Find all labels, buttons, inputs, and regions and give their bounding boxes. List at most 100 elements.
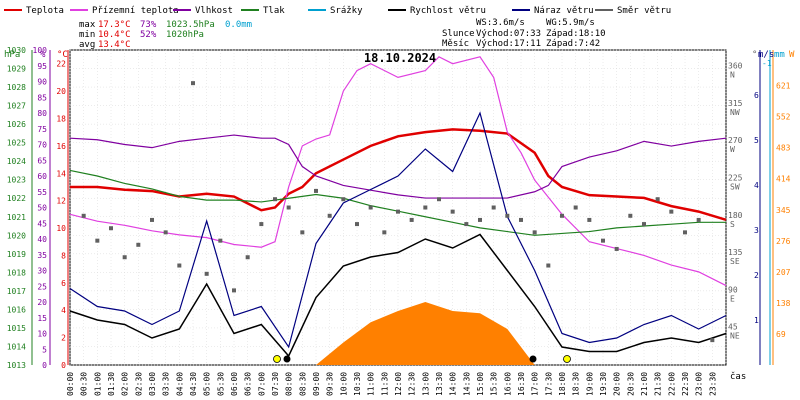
temperature-tick-label: 10 [56, 224, 66, 233]
wind-direction-point [355, 222, 359, 227]
stat-max-rain: 0.0mm [225, 20, 252, 30]
humidity-tick-label: 50 [37, 204, 47, 213]
info-wg: WG:5.9m/s [546, 18, 595, 28]
pressure-tick-label: 1016 [7, 305, 26, 314]
wind-tick-label: 2 [754, 271, 759, 280]
info-sun-label: Slunce [442, 29, 475, 39]
temperature-tick-label: 6 [61, 279, 66, 288]
temperature-unit: °C [57, 50, 68, 60]
direction-tick-name: NW [730, 108, 740, 117]
legend-label: Přízemní teplota [92, 6, 179, 16]
temperature-tick-label: 14 [56, 169, 66, 178]
sunrise-marker [273, 355, 281, 363]
wind-direction-point [232, 288, 236, 293]
x-tick-label: 22:00 [667, 372, 676, 396]
solar-tick-label: 414 [776, 175, 791, 184]
legend-label: Náraz větru [534, 6, 594, 16]
wind-direction-point [505, 213, 510, 218]
wind-tick-label: 6 [754, 91, 759, 100]
temperature-tick-label: 0 [61, 361, 66, 370]
x-tick-label: 09:00 [312, 372, 321, 396]
x-tick-label: 05:00 [203, 372, 212, 396]
pressure-tick-label: 1028 [7, 83, 26, 92]
direction-unit: ° [752, 50, 757, 60]
x-tick-label: 16:30 [517, 372, 526, 396]
x-tick-label: 17:30 [544, 372, 553, 396]
direction-tick-name: SW [730, 182, 740, 191]
wind-direction-point [464, 222, 469, 227]
wind-direction-point [204, 271, 209, 276]
x-tick-label: 21:00 [640, 372, 649, 396]
wind-direction-point [519, 217, 523, 222]
wind-direction-point [696, 217, 701, 222]
direction-tick-name: W [730, 145, 735, 154]
wind-unit: m/s [758, 50, 774, 60]
wind-tick-label: 1 [754, 316, 759, 325]
x-tick-label: 03:30 [162, 372, 171, 396]
axes-layer: 1013101410151016101710181019102010211022… [7, 46, 791, 396]
wind-direction-point [150, 217, 154, 222]
wind-tick-label: 5 [754, 136, 759, 145]
sun-moon-markers [273, 355, 571, 363]
x-tick-label: 02:30 [134, 372, 143, 396]
x-tick-label: 21:30 [654, 372, 663, 396]
x-tick-label: 20:30 [626, 372, 635, 396]
solar-unit: W [789, 50, 795, 60]
solar-tick-label: 69 [776, 330, 786, 339]
humidity-tick-label: 55 [37, 188, 47, 197]
humidity-tick-label: 0 [42, 361, 47, 370]
temperature-tick-label: 18 [56, 114, 66, 123]
wind-direction-point [478, 217, 482, 222]
stat-avg-temp: 13.4°C [98, 40, 131, 50]
pressure-tick-label: 1017 [7, 287, 26, 296]
legend-label: Teplota [26, 6, 64, 16]
pressure-tick-label: 1021 [7, 213, 26, 222]
wind-direction-point [669, 209, 674, 214]
direction-tick-label: 270 [728, 136, 743, 145]
wind-direction-point [259, 222, 264, 227]
pressure-tick-label: 1019 [7, 250, 26, 259]
temperature-tick-label: 22 [56, 60, 66, 69]
wind-direction-point [573, 205, 578, 210]
x-tick-label: 07:30 [271, 372, 280, 396]
series-line-n-raz-v-tru [69, 111, 727, 349]
direction-tick-name: SE [730, 257, 740, 266]
stat-max-label: max [79, 20, 96, 30]
x-tick-label: 23:00 [695, 372, 704, 396]
pressure-tick-label: 1015 [7, 324, 26, 333]
wind-direction-point [163, 230, 168, 235]
info-sun-set: Západ:18:10 [546, 29, 606, 39]
humidity-tick-label: 95 [37, 62, 47, 71]
x-tick-label: 10:00 [339, 372, 348, 396]
direction-tick-label: 315 [728, 99, 743, 108]
x-tick-label: 19:30 [599, 372, 608, 396]
pressure-tick-label: 1027 [7, 102, 26, 111]
pressure-tick-label: 1020 [7, 231, 26, 240]
x-tick-label: 15:30 [490, 372, 499, 396]
humidity-tick-label: 25 [37, 282, 47, 291]
solar-tick-label: 621 [776, 82, 791, 91]
wind-direction-point [587, 217, 592, 222]
wind-direction-point [710, 338, 715, 343]
wind-direction-point [327, 213, 332, 218]
legend-label: Tlak [263, 6, 285, 16]
humidity-tick-label: 40 [37, 235, 47, 244]
wind-direction-point [628, 213, 633, 218]
pressure-unit: hPa [4, 50, 20, 60]
pressure-tick-label: 1022 [7, 194, 26, 203]
direction-tick-name: S [730, 220, 735, 229]
x-tick-label: 01:00 [93, 372, 102, 396]
x-tick-label: 02:00 [121, 372, 130, 396]
stat-min-hum: 52% [140, 30, 157, 40]
humidity-tick-label: 35 [37, 251, 47, 260]
x-tick-label: 14:00 [449, 372, 458, 396]
x-tick-label: 13:30 [435, 372, 444, 396]
wind-direction-point [273, 197, 277, 202]
direction-tick-label: 90 [728, 285, 738, 294]
x-tick-label: 03:00 [148, 372, 157, 396]
humidity-tick-label: 15 [37, 314, 47, 323]
wind-direction-point [177, 263, 182, 268]
x-tick-label: 18:00 [558, 372, 567, 396]
x-tick-label: 04:00 [175, 372, 184, 396]
direction-tick-label: 135 [728, 248, 743, 257]
